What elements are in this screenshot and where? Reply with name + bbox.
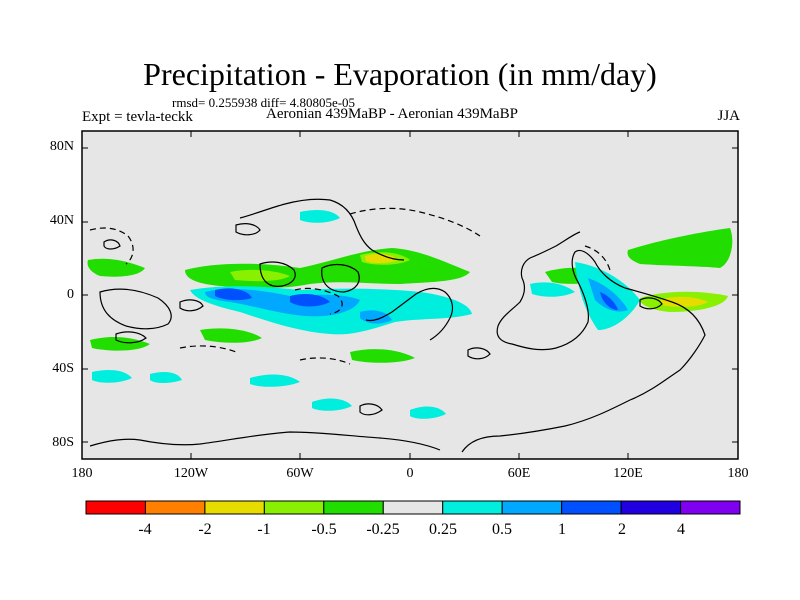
lat-label-40n: 40N	[49, 213, 74, 228]
anomaly-yellow-1	[660, 296, 708, 307]
coastline-island-6	[115, 331, 147, 344]
anomaly-cyan-s3	[312, 398, 352, 411]
lat-label-40s: 40S	[52, 361, 74, 376]
colorbar-segment	[561, 500, 622, 515]
colorbar-label: 4	[677, 521, 685, 538]
colorbar-label: 2	[618, 521, 626, 538]
anomaly-darkblue-3	[600, 292, 618, 310]
anomaly-green-west-pacific	[87, 258, 145, 277]
lon-label-120w: 120W	[173, 466, 209, 481]
anomaly-green-south2	[350, 349, 415, 363]
coastline-antarctic	[89, 431, 441, 451]
dashed-coast-south2	[299, 357, 351, 365]
dashed-coast-south	[179, 345, 237, 353]
coastline-island-3	[321, 263, 360, 293]
colorbar	[85, 500, 741, 515]
season-label: JJA	[717, 108, 740, 124]
dashed-coastlines	[89, 207, 611, 365]
lon-label-0: 0	[406, 466, 414, 481]
experiment-label: Expt = tevla-teckk	[82, 109, 193, 125]
anomaly-cyan-sw	[92, 370, 132, 383]
coastline-sw-island	[99, 288, 172, 330]
anomaly-cyan-s1	[150, 372, 182, 383]
anomaly-green-south	[200, 328, 262, 343]
anomaly-darkblue-1	[215, 288, 252, 301]
coastline-island-2	[179, 299, 204, 312]
dashed-coast-east	[584, 245, 611, 271]
lon-label-120e: 120E	[613, 466, 643, 481]
anomaly-cyan-s4	[410, 406, 446, 419]
coastline-island-5	[639, 297, 663, 310]
anomaly-blue-east	[588, 278, 628, 312]
colorbar-label: -0.25	[366, 521, 400, 538]
colorbar-label: -2	[198, 521, 212, 538]
anomaly-lightgreen-1	[230, 269, 290, 282]
colorbar-segment	[501, 500, 563, 515]
anomaly-darkblue-2	[290, 294, 330, 307]
lon-label-180w: 180	[71, 466, 93, 481]
colorbar-segment	[144, 500, 206, 515]
colorbar-label: -0.5	[311, 521, 337, 538]
coastline-island-8	[359, 403, 383, 416]
coastline-island-1	[235, 223, 261, 236]
plot-title: Precipitation - Evaporation (in mm/day)	[143, 56, 657, 92]
colorbar-label: 0.25	[429, 521, 457, 538]
coastline-gondwana	[461, 231, 706, 453]
anomaly-cyan-s2	[250, 374, 300, 387]
stats-line: rmsd= 0.255938 diff= 4.80805e-05	[172, 95, 356, 110]
colorbar-segment	[680, 500, 741, 515]
coastline-island-4	[467, 347, 491, 360]
lat-label-80n: 80N	[49, 139, 74, 154]
colorbar-label: -1	[257, 521, 271, 538]
colorbar-segment	[620, 500, 682, 515]
dashed-coast-north	[349, 207, 481, 237]
lat-label-80s: 80S	[52, 435, 74, 450]
coastline-island-7	[103, 239, 121, 250]
lon-label-60w: 60W	[286, 466, 314, 481]
colorbar-segment	[204, 500, 265, 515]
colorbar-segment	[263, 500, 325, 515]
lon-label-60e: 60E	[507, 466, 531, 481]
anomaly-yellow-2	[365, 253, 398, 264]
axis-ticks	[82, 131, 738, 459]
coastline-north	[239, 198, 405, 261]
colorbar-segment	[382, 500, 444, 515]
experiment-name: Aeronian 439MaBP - Aeronian 439MaBP	[266, 106, 518, 122]
dashed-coast-west	[89, 227, 134, 265]
lon-label-180e: 180	[727, 466, 749, 481]
dashed-coast-center	[294, 287, 343, 315]
anomaly-cyan-indian	[530, 282, 575, 297]
colorbar-label: -4	[138, 521, 152, 538]
colorbar-segment	[323, 500, 384, 515]
colorbar-label: 0.5	[492, 521, 512, 538]
colorbar-segment	[442, 500, 503, 515]
colorbar-segment	[85, 500, 146, 515]
anomaly-green-east	[627, 228, 733, 268]
colorbar-label: 1	[558, 521, 566, 538]
coastline-mid-island	[259, 261, 296, 287]
coastlines	[89, 198, 706, 453]
anomaly-fields	[87, 210, 733, 419]
anomaly-cyan-n	[300, 210, 340, 223]
coastline-laurentia	[365, 287, 454, 341]
anomaly-green-sw	[90, 337, 150, 351]
lat-label-0: 0	[67, 287, 74, 302]
